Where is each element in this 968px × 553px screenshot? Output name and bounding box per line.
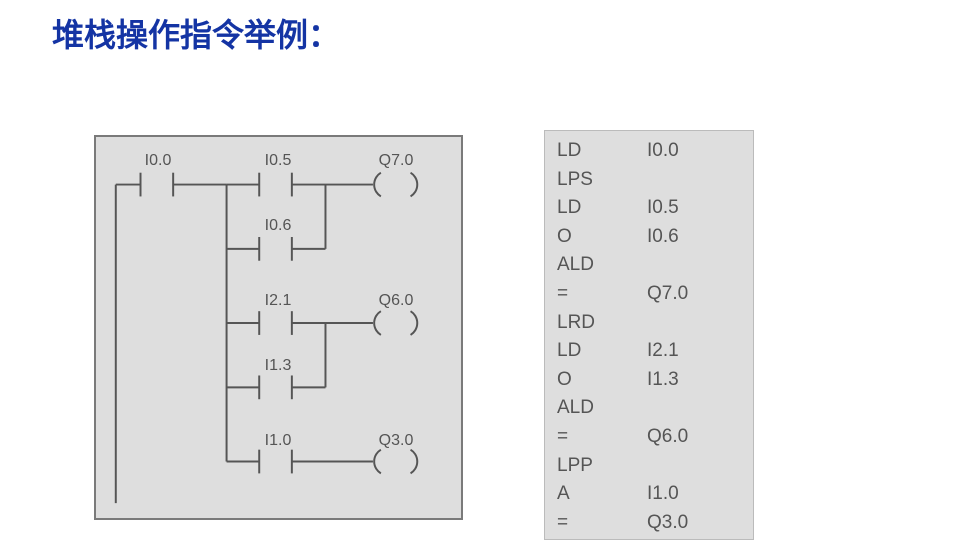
il-op: LD (557, 194, 647, 223)
il-row: LDI0.0 (557, 137, 741, 166)
il-op: = (557, 280, 647, 309)
il-row: ALD (557, 251, 741, 280)
il-arg (647, 394, 741, 423)
il-row: LDI0.5 (557, 194, 741, 223)
il-row: AI1.0 (557, 480, 741, 509)
il-op: LPS (557, 166, 647, 195)
ladder-svg (96, 137, 461, 518)
il-row: =Q7.0 (557, 280, 741, 309)
il-row: =Q3.0 (557, 509, 741, 538)
il-arg: I2.1 (647, 337, 741, 366)
il-arg: I0.6 (647, 223, 741, 252)
il-arg: Q6.0 (647, 423, 741, 452)
il-arg: I1.3 (647, 366, 741, 395)
il-op: LD (557, 337, 647, 366)
il-arg (647, 251, 741, 280)
il-op: = (557, 509, 647, 538)
il-arg: I0.0 (647, 137, 741, 166)
il-row: LPS (557, 166, 741, 195)
il-op: O (557, 366, 647, 395)
il-arg: Q3.0 (647, 509, 741, 538)
il-arg: I1.0 (647, 480, 741, 509)
il-row: LDI2.1 (557, 337, 741, 366)
il-arg: Q7.0 (647, 280, 741, 309)
il-op: ALD (557, 394, 647, 423)
il-op: = (557, 423, 647, 452)
il-row: =Q6.0 (557, 423, 741, 452)
il-op: LPP (557, 452, 647, 481)
il-row: ALD (557, 394, 741, 423)
il-row: LPP (557, 452, 741, 481)
il-row: OI1.3 (557, 366, 741, 395)
il-op: O (557, 223, 647, 252)
ladder-diagram: I0.0 I0.5 Q7.0 I0.6 I2.1 Q6.0 I1.3 I1.0 … (94, 135, 463, 520)
il-row: OI0.6 (557, 223, 741, 252)
il-row: LRD (557, 309, 741, 338)
il-arg (647, 309, 741, 338)
il-arg: I0.5 (647, 194, 741, 223)
il-arg (647, 166, 741, 195)
il-op: LD (557, 137, 647, 166)
il-op: LRD (557, 309, 647, 338)
instruction-list: LDI0.0 LPS LDI0.5 OI0.6 ALD =Q7.0 LRD LD… (544, 130, 754, 540)
page-title: 堆栈操作指令举例： (52, 10, 340, 56)
il-arg (647, 452, 741, 481)
il-op: A (557, 480, 647, 509)
il-op: ALD (557, 251, 647, 280)
